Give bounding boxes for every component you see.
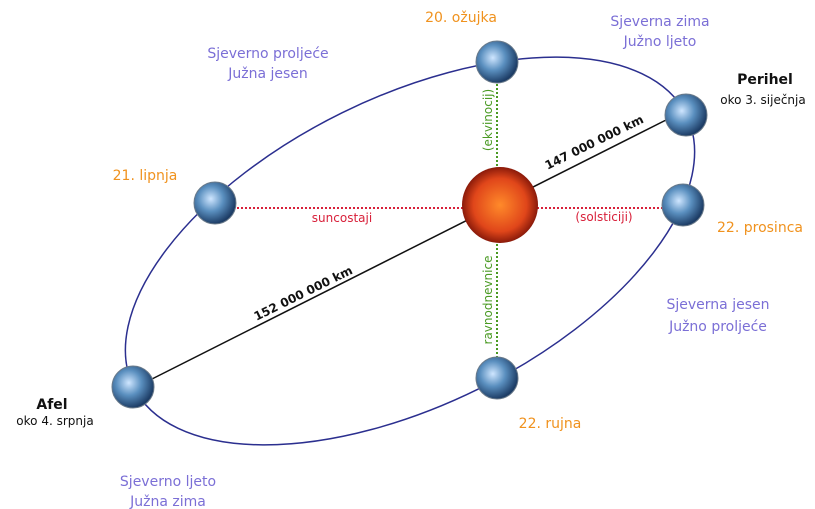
earth bbox=[665, 94, 707, 136]
date: 22. rujna bbox=[519, 416, 582, 432]
season: Sjeverno ljeto bbox=[120, 474, 216, 490]
season: Sjeverna zima bbox=[610, 14, 709, 30]
season: Južno ljeto bbox=[623, 34, 697, 50]
equinox-alt: (ekvinocij) bbox=[481, 89, 495, 151]
aphelion-title: Afel bbox=[36, 397, 67, 413]
aphelion-date: oko 4. srpnja bbox=[16, 414, 93, 428]
date: 20. ožujka bbox=[425, 10, 497, 26]
diagram: 20. ožujka 21. lipnja 22. rujna 22. pros… bbox=[0, 0, 815, 509]
earth bbox=[476, 41, 518, 83]
earth bbox=[194, 182, 236, 224]
distance-line bbox=[150, 118, 670, 380]
solstice-label: suncostaji bbox=[312, 211, 372, 225]
earths bbox=[112, 41, 707, 408]
orbit bbox=[66, 0, 755, 509]
date: 21. lipnja bbox=[113, 168, 178, 184]
season: Sjeverno proljeće bbox=[207, 46, 328, 62]
earth bbox=[476, 357, 518, 399]
earth bbox=[112, 366, 154, 408]
solstice-alt: (solsticiji) bbox=[575, 210, 632, 224]
season: Južna jesen bbox=[227, 66, 308, 82]
distance-label: 152 000 000 km bbox=[252, 263, 355, 323]
equinox-label: ravnodnevnice bbox=[481, 256, 495, 345]
date: 22. prosinca bbox=[717, 220, 803, 236]
distance-label: 147 000 000 km bbox=[543, 112, 646, 172]
earth bbox=[662, 184, 704, 226]
perihelion-title: Perihel bbox=[737, 72, 793, 88]
season: Sjeverna jesen bbox=[667, 297, 770, 313]
season: Južna zima bbox=[129, 494, 206, 509]
sun bbox=[462, 167, 538, 243]
perihelion-date: oko 3. siječnja bbox=[720, 93, 805, 107]
season: Južno proljeće bbox=[668, 319, 767, 335]
